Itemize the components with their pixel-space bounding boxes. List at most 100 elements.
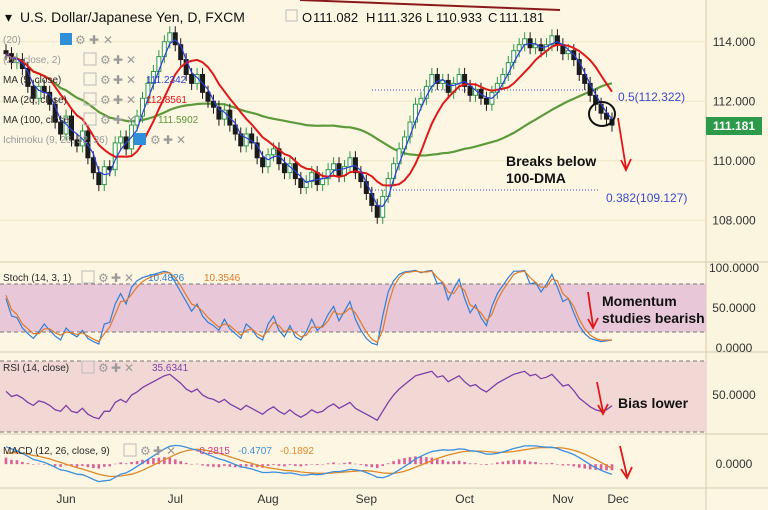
candle <box>298 172 304 195</box>
close-icon[interactable]: ✕ <box>124 361 134 375</box>
close-icon[interactable]: ✕ <box>176 133 186 147</box>
macd-histogram-bar <box>190 464 193 465</box>
eye-icon[interactable] <box>134 133 146 145</box>
macd-histogram-bar <box>201 464 204 466</box>
candle-body <box>303 181 309 189</box>
macd-histogram-bar <box>463 462 466 465</box>
candle-body <box>172 32 178 46</box>
add-icon[interactable]: ✚ <box>113 93 123 107</box>
candle-body <box>167 32 173 43</box>
macd-histogram-bar <box>223 464 226 466</box>
settings-icon[interactable]: ⚙ <box>140 444 151 458</box>
macd-histogram-bar <box>146 458 150 465</box>
candle-body <box>347 157 353 168</box>
close-icon[interactable]: ✕ <box>126 73 136 87</box>
macd-histogram-bar <box>212 464 215 467</box>
candle <box>516 38 522 58</box>
macd-signal-value: -0.1892 <box>280 446 314 457</box>
indicator-controls: ⚙ ✚ ✕ <box>134 133 186 147</box>
close-icon[interactable]: ✕ <box>126 93 136 107</box>
macd-histogram-bar <box>288 464 292 466</box>
macd-histogram-bar <box>168 457 172 465</box>
ma5-line <box>5 39 613 208</box>
macd-histogram-bar <box>545 463 548 465</box>
candle-body <box>418 97 424 105</box>
close-icon[interactable]: ✕ <box>103 33 113 47</box>
macd-histogram-bar <box>370 464 374 468</box>
add-icon[interactable]: ✚ <box>111 361 121 375</box>
rsi-tick-label: 50.0000 <box>712 388 756 402</box>
rsi-band <box>0 361 706 432</box>
indicator-label-ichimoku: Ichimoku (9, 26, 52, 26) <box>3 135 108 146</box>
last-price-label: 111.181 <box>713 119 755 133</box>
price-scale-background <box>706 0 768 488</box>
candle-body <box>243 133 249 147</box>
rsi-title: RSI (14, close) <box>3 363 69 374</box>
eye-icon[interactable] <box>81 360 95 374</box>
close-icon[interactable]: ✕ <box>126 53 136 67</box>
candle <box>434 67 440 90</box>
eye-icon[interactable] <box>83 52 97 66</box>
macd-histogram-bar <box>332 462 335 465</box>
add-icon[interactable]: ✚ <box>113 53 123 67</box>
candle-body <box>582 73 588 84</box>
macd-histogram-bar <box>435 459 439 465</box>
settings-icon[interactable]: ⚙ <box>100 93 111 107</box>
candle <box>483 91 489 111</box>
close-icon[interactable]: ✕ <box>126 113 136 127</box>
macd-histogram-bar <box>583 464 587 469</box>
macd-histogram-bar <box>299 464 303 467</box>
close-icon[interactable]: ✕ <box>166 444 176 458</box>
ohlc-c-key: C <box>488 10 497 25</box>
indicator-controls: ⚙ ✚ ✕ <box>81 360 134 375</box>
arrow-macd <box>619 445 628 477</box>
macd-histogram-bar <box>452 461 455 465</box>
settings-icon[interactable]: ⚙ <box>100 113 111 127</box>
annotation-100dma: 100-DMA <box>506 170 566 186</box>
macd-histogram-bar <box>277 464 281 466</box>
macd-histogram-bar <box>490 463 494 465</box>
stoch-legend: Stoch (14, 3, 1) ⚙ ✚ ✕ 10.4826 10.3546 <box>3 270 241 285</box>
macd-histogram-bar <box>108 464 112 467</box>
macd-histogram-bar <box>53 464 57 467</box>
macd-histogram-bar <box>446 461 450 465</box>
settings-icon[interactable]: ⚙ <box>100 73 111 87</box>
macd-histogram-bar <box>21 462 24 465</box>
add-icon[interactable]: ✚ <box>111 271 121 285</box>
close-icon[interactable]: ✕ <box>124 271 134 285</box>
settings-icon[interactable]: ⚙ <box>150 133 161 147</box>
macd-histogram-bar <box>97 464 101 469</box>
macd-histogram-bar <box>528 461 532 465</box>
candle-body <box>456 73 462 84</box>
indicator-controls: ⚙ ✚ ✕ <box>83 52 136 67</box>
settings-icon[interactable]: ⚙ <box>100 53 111 67</box>
eye-icon[interactable] <box>83 92 97 106</box>
add-icon[interactable]: ✚ <box>89 33 99 47</box>
eye-icon[interactable] <box>83 112 97 126</box>
macd-tick-label: 0.0000 <box>716 457 753 471</box>
eye-icon[interactable] <box>60 33 72 45</box>
macd-histogram-bar <box>485 464 488 466</box>
add-icon[interactable]: ✚ <box>163 133 173 147</box>
time-scale-background <box>0 488 706 510</box>
macd-histogram-bar <box>567 464 570 466</box>
add-icon[interactable]: ✚ <box>113 73 123 87</box>
header-toggle-icon[interactable]: ▾ <box>5 9 12 25</box>
candle-body <box>96 172 102 186</box>
candle <box>134 109 140 132</box>
settings-icon[interactable]: ⚙ <box>98 271 109 285</box>
month-tick-label: Jul <box>168 492 183 506</box>
add-icon[interactable]: ✚ <box>153 444 163 458</box>
add-icon[interactable]: ✚ <box>113 113 123 127</box>
eye-icon[interactable] <box>81 270 95 284</box>
settings-icon[interactable]: ⚙ <box>98 361 109 375</box>
macd-histogram-bar <box>15 460 19 465</box>
macd-histogram-bar <box>135 461 139 465</box>
candle <box>303 175 309 195</box>
eye-icon[interactable] <box>123 443 137 457</box>
macd-histogram-bar <box>326 463 330 465</box>
settings-icon[interactable]: ⚙ <box>75 33 86 47</box>
eye-icon[interactable] <box>285 9 298 22</box>
eye-icon[interactable] <box>83 72 97 86</box>
macd-histogram-bar <box>605 464 608 471</box>
